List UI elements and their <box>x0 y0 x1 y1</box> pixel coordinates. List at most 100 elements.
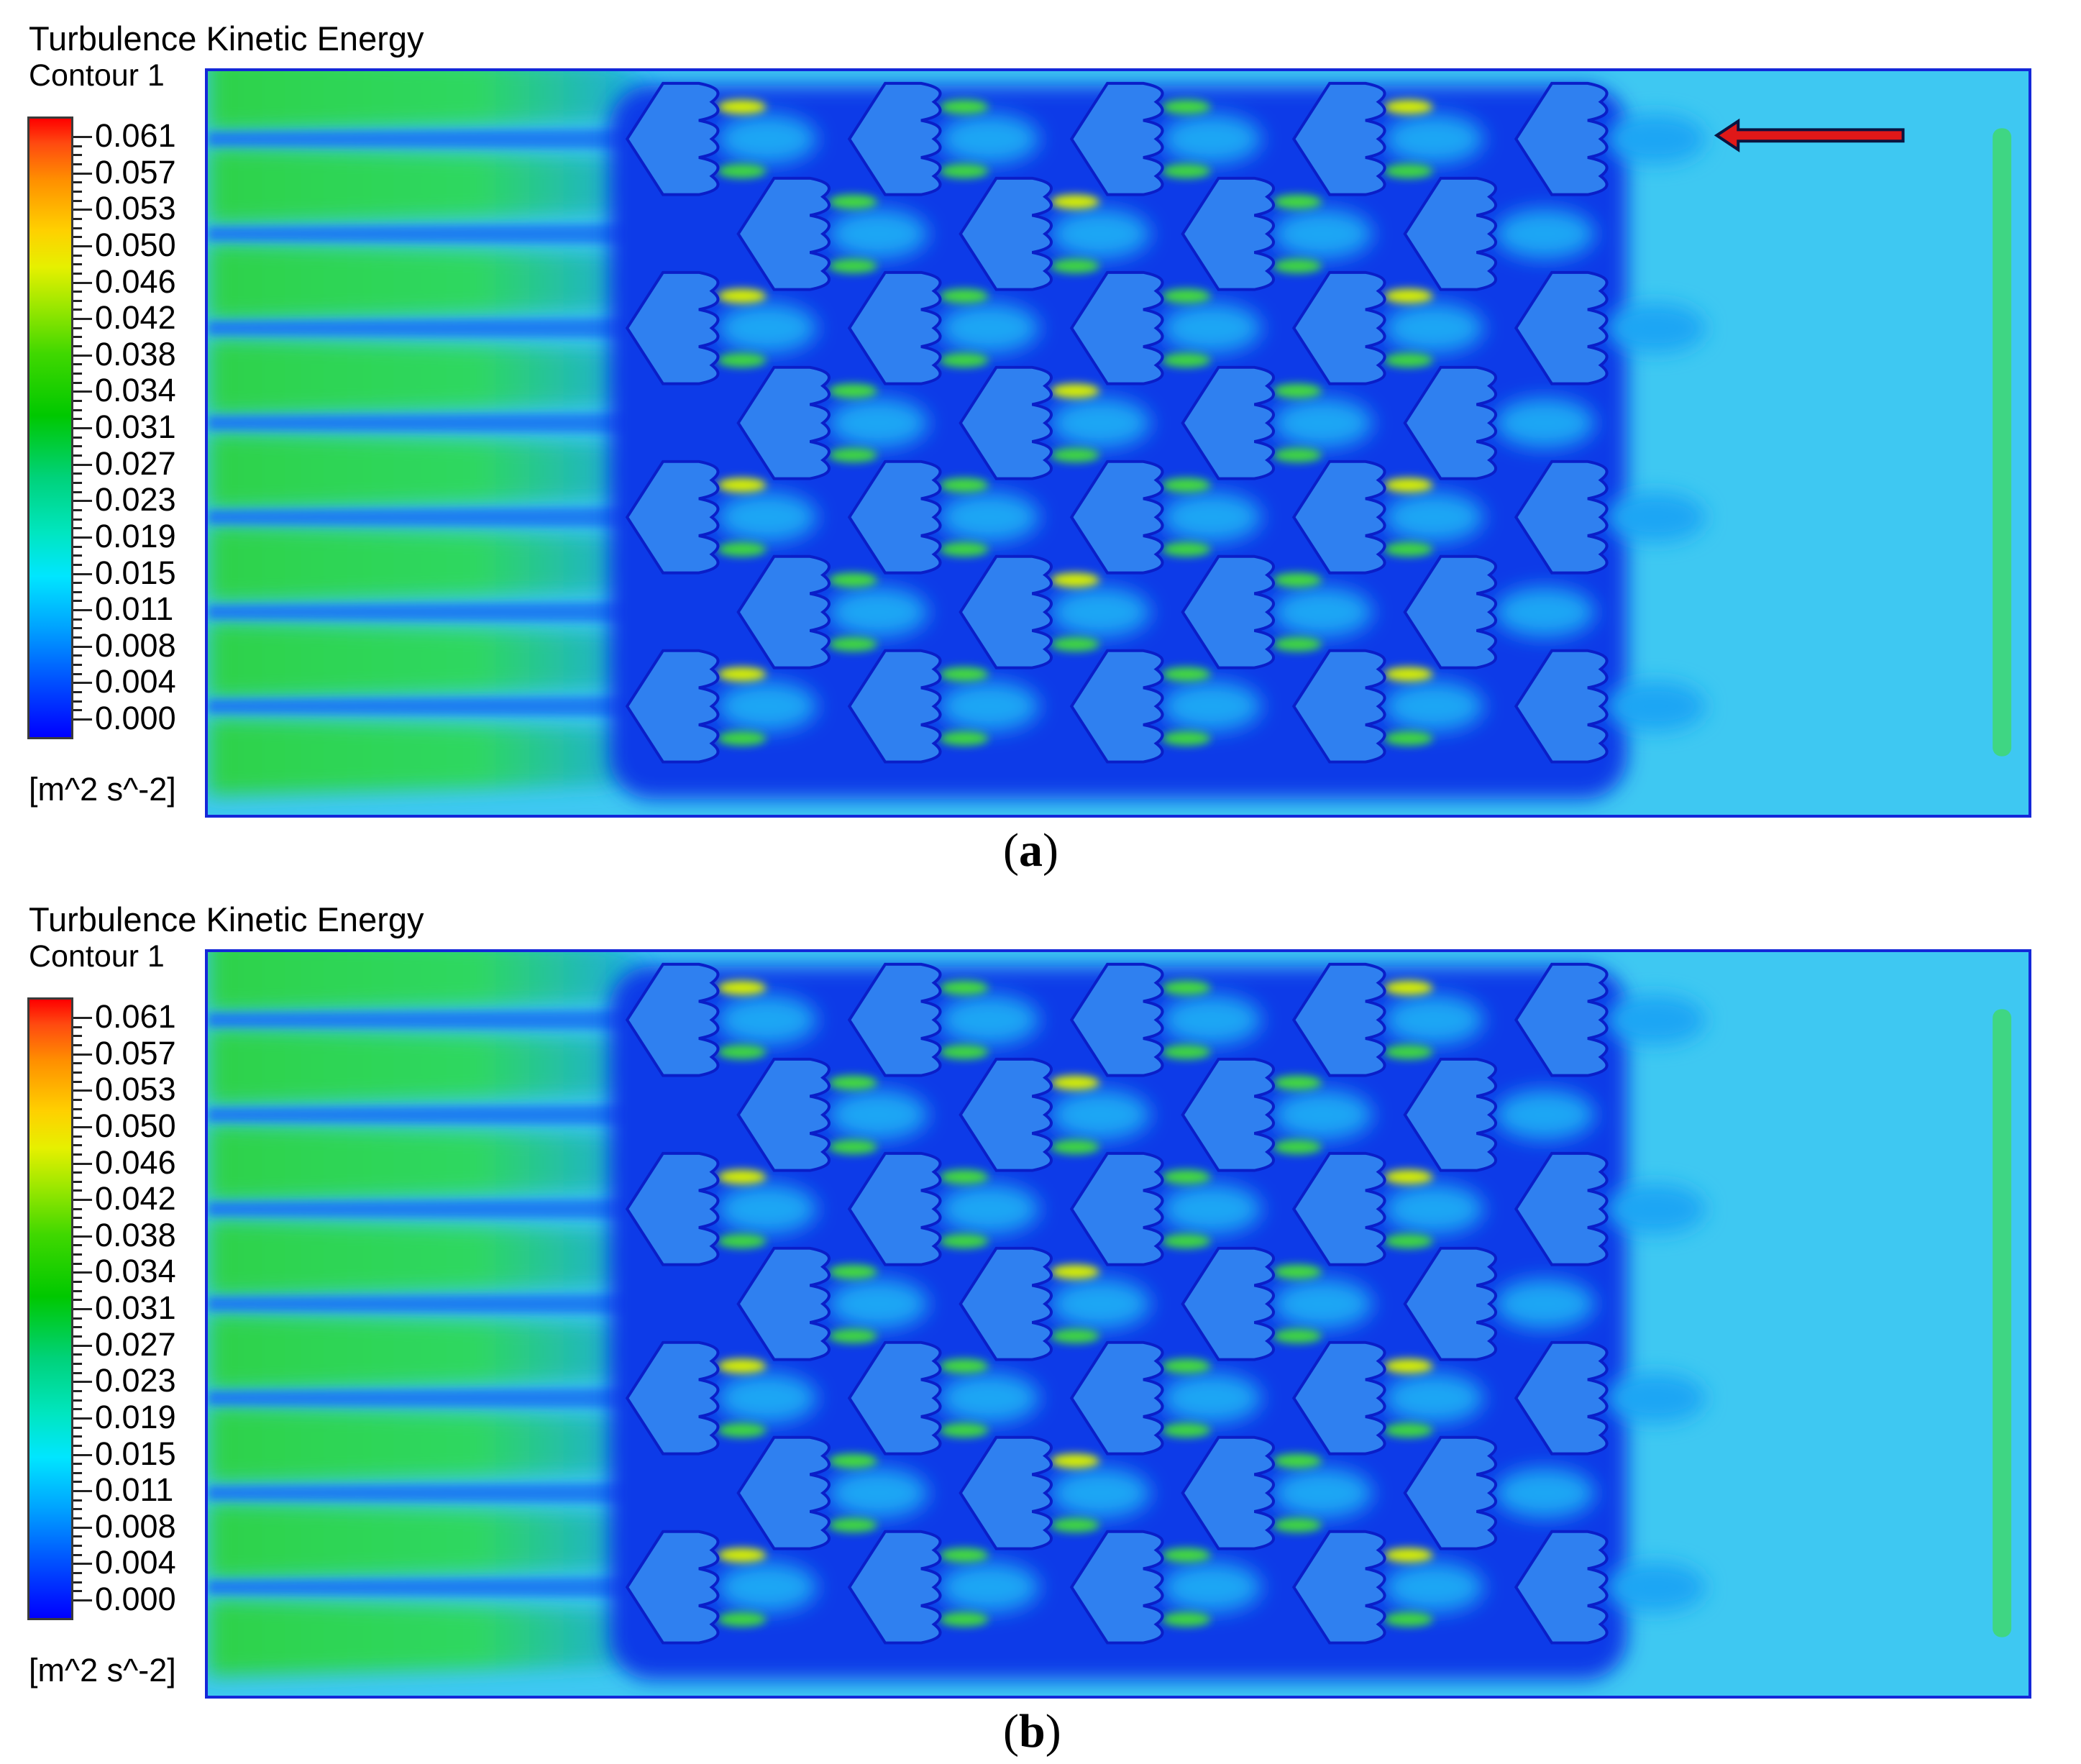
colorbar-minor-tick <box>73 1535 82 1538</box>
fin <box>1291 270 1386 385</box>
colorbar-minor-tick <box>73 1153 82 1156</box>
colorbar-minor-tick <box>73 445 82 448</box>
fin <box>1403 1435 1498 1550</box>
colorbar-minor-tick <box>73 272 82 275</box>
colorbar-minor-tick <box>73 664 82 667</box>
streak <box>208 1294 639 1315</box>
fin <box>1069 1340 1164 1455</box>
colorbar-label: 0.008 <box>95 1507 176 1545</box>
fin <box>1069 81 1164 196</box>
fin <box>1181 365 1275 480</box>
colorbar-label: 0.034 <box>95 372 176 409</box>
fin <box>625 81 720 196</box>
fin <box>736 1435 831 1550</box>
colorbar-minor-tick <box>73 1463 82 1466</box>
colorbar-minor-tick <box>73 590 82 593</box>
colorbar-label: 0.004 <box>95 1544 176 1581</box>
colorbar-tick <box>73 1344 92 1347</box>
contour-svg <box>208 71 2029 815</box>
streak <box>208 1577 639 1598</box>
fin <box>625 1151 720 1266</box>
fin <box>1514 460 1609 575</box>
colorbar-minor-tick <box>73 363 82 366</box>
fin <box>1069 460 1164 575</box>
wake-band <box>208 1027 653 1106</box>
colorbar-tick <box>73 136 92 138</box>
colorbar-minor-tick <box>73 1435 82 1438</box>
wake-band <box>208 1598 653 1677</box>
colorbar-minor-tick <box>73 554 82 557</box>
streak <box>208 224 639 245</box>
panel-caption: (b) <box>1003 1708 1061 1755</box>
fin <box>1181 1435 1275 1550</box>
fin <box>1514 1340 1609 1455</box>
colorbar-tick <box>73 1235 92 1238</box>
colorbar-label: 0.046 <box>95 1143 176 1181</box>
colorbar-tick <box>73 1526 92 1529</box>
colorbar-label: 0.015 <box>95 1435 176 1472</box>
colorbar-minor-tick <box>73 545 82 548</box>
colorbar-minor-tick <box>73 190 82 193</box>
colorbar-minor-tick <box>73 490 82 493</box>
colorbar-minor-tick <box>73 1025 82 1028</box>
fin <box>1181 1057 1275 1172</box>
colorbar-ticks <box>73 116 95 739</box>
streak <box>208 602 639 623</box>
colorbar-label: 0.019 <box>95 1398 176 1435</box>
colorbar-label: 0.015 <box>95 554 176 591</box>
colorbar-minor-tick <box>73 254 82 257</box>
fin <box>1069 1151 1164 1266</box>
wake-band <box>208 71 653 132</box>
panel-a: Turbulence Kinetic Energy Contour 1 0.06… <box>0 0 2081 881</box>
colorbar-minor-tick <box>73 1299 82 1302</box>
colorbar-minor-tick <box>73 345 82 348</box>
colorbar-tick <box>73 1089 92 1092</box>
fin <box>959 365 1053 480</box>
fin <box>1514 270 1609 385</box>
fan-regions <box>716 995 1706 1612</box>
colorbar-minor-tick <box>73 627 82 630</box>
colorbar-label: 0.027 <box>95 444 176 482</box>
colorbar-minor-tick <box>73 1317 82 1320</box>
colorbar-minor-tick <box>73 454 82 457</box>
fin <box>959 1435 1053 1550</box>
colorbar-minor-tick <box>73 163 82 165</box>
colorbar-tick <box>73 281 92 284</box>
colorbar-minor-tick <box>73 600 82 603</box>
plot-title: Turbulence Kinetic Energy <box>29 900 424 938</box>
wake-band <box>208 524 653 603</box>
colorbar <box>27 997 73 1620</box>
colorbar-minor-tick <box>73 1499 82 1502</box>
streak <box>208 413 639 434</box>
colorbar-minor-tick <box>73 1426 82 1429</box>
caption-letter: b <box>1018 1705 1046 1758</box>
fin <box>1069 649 1164 764</box>
wake-band <box>208 1502 653 1581</box>
colorbar-minor-tick <box>73 1062 82 1065</box>
colorbar-units: [m^2 s^-2] <box>29 771 176 808</box>
fin <box>1291 962 1386 1077</box>
contour-field <box>205 68 2031 818</box>
colorbar-label: 0.050 <box>95 1107 176 1144</box>
colorbar-minor-tick <box>73 1517 82 1520</box>
colorbar-minor-tick <box>73 299 82 302</box>
colorbar-minor-tick <box>73 518 82 521</box>
colorbar-tick <box>73 1125 92 1128</box>
colorbar-minor-tick <box>73 1035 82 1038</box>
colorbar-label: 0.053 <box>95 190 176 227</box>
fin <box>1514 962 1609 1077</box>
colorbar-minor-tick <box>73 217 82 220</box>
colorbar-tick <box>73 1271 92 1274</box>
colorbar-minor-tick <box>73 1335 82 1338</box>
colorbar-minor-tick <box>73 1281 82 1284</box>
colorbar-minor-tick <box>73 309 82 311</box>
wake-band <box>208 1312 653 1391</box>
colorbar-tick <box>73 1162 92 1165</box>
colorbar-minor-tick <box>73 1399 82 1402</box>
fin <box>625 460 720 575</box>
fin <box>1514 1530 1609 1645</box>
fin <box>1291 649 1386 764</box>
colorbar-label: 0.042 <box>95 1180 176 1217</box>
fin <box>736 554 831 670</box>
colorbar-minor-tick <box>73 291 82 293</box>
